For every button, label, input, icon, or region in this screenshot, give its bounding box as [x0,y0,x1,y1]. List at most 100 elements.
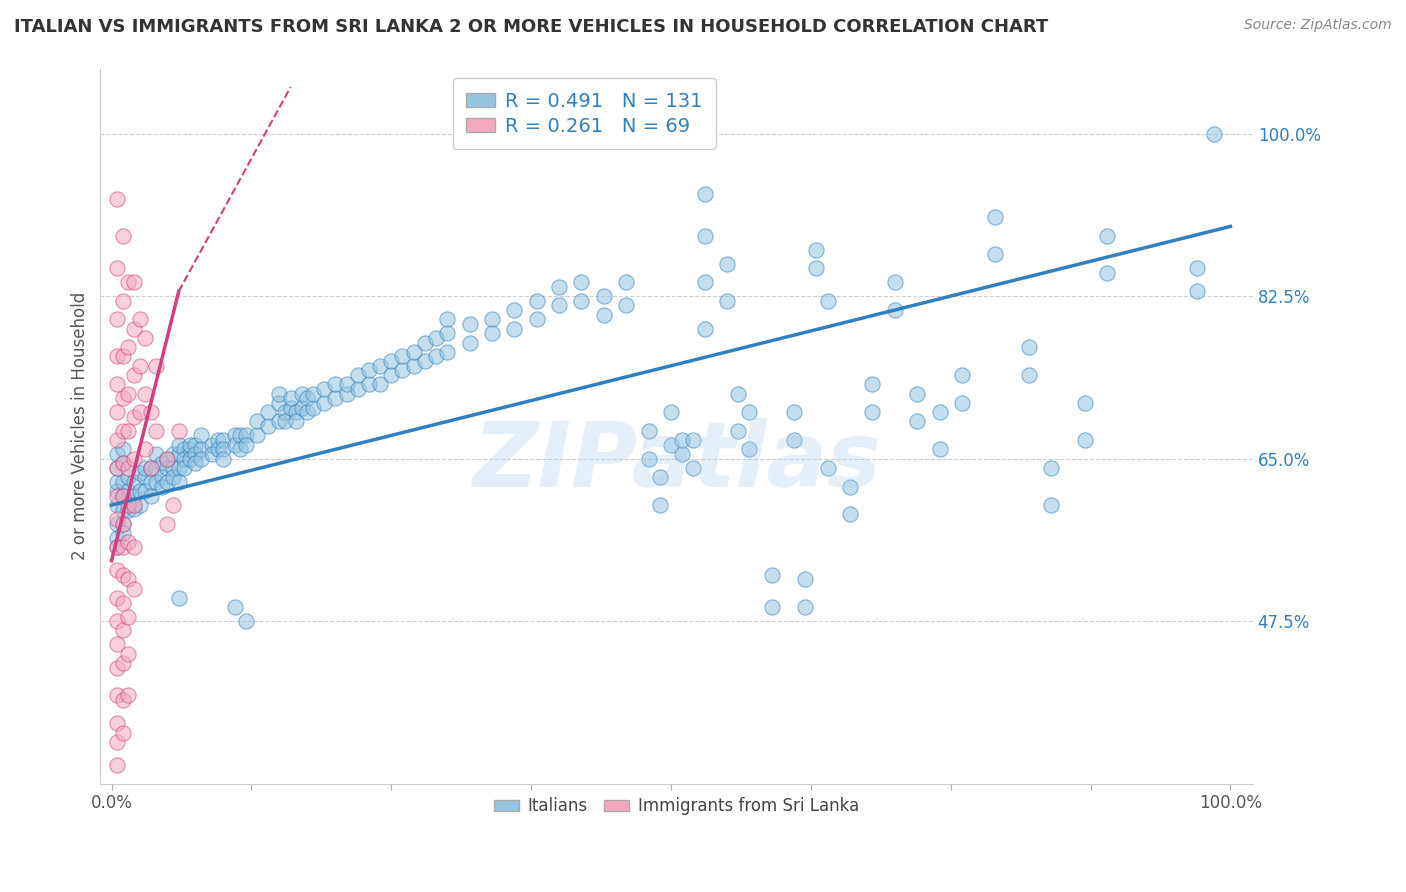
Point [592,289,614,303]
Point [285,415,308,429]
Point [380,368,402,382]
Point [458,335,481,350]
Point [122,501,145,516]
Point [111,516,134,531]
Point [190,451,212,466]
Point [592,308,614,322]
Point [436,312,458,326]
Point [105,261,128,276]
Point [139,475,162,489]
Point [905,386,928,401]
Point [105,405,128,419]
Point [207,442,229,457]
Point [806,243,828,257]
Point [280,391,302,405]
Point [257,405,280,419]
Point [280,401,302,415]
Point [184,447,207,461]
Point [122,540,145,554]
Point [950,396,973,410]
Point [526,293,548,308]
Point [806,261,828,276]
Point [291,386,314,401]
Point [402,344,425,359]
Point [905,415,928,429]
Point [145,475,167,489]
Point [134,470,156,484]
Point [269,415,291,429]
Point [425,350,447,364]
Point [302,386,325,401]
Point [105,377,128,392]
Point [571,293,593,308]
Point [481,312,503,326]
Point [458,317,481,331]
Point [783,433,806,447]
Point [285,405,308,419]
Point [105,312,128,326]
Point [105,689,128,703]
Point [167,475,190,489]
Point [145,447,167,461]
Point [111,456,134,470]
Legend: Italians, Immigrants from Sri Lanka: Italians, Immigrants from Sri Lanka [484,788,869,825]
Point [145,424,167,438]
Point [139,489,162,503]
Point [302,401,325,415]
Point [150,479,173,493]
Point [783,405,806,419]
Point [111,656,134,670]
Point [111,489,134,503]
Point [212,442,235,457]
Point [413,354,436,368]
Point [105,563,128,577]
Point [162,498,184,512]
Point [173,442,195,457]
Point [111,567,134,582]
Point [167,438,190,452]
Point [105,516,128,531]
Point [335,377,357,392]
Point [134,484,156,499]
Point [117,470,139,484]
Point [571,275,593,289]
Point [402,359,425,373]
Point [274,405,297,419]
Point [145,461,167,475]
Point [391,363,413,377]
Point [1097,266,1119,280]
Point [128,498,150,512]
Point [156,461,179,475]
Point [246,428,269,442]
Point [794,573,817,587]
Point [716,293,738,308]
Point [928,442,950,457]
Point [207,433,229,447]
Point [167,424,190,438]
Point [357,363,380,377]
Point [526,312,548,326]
Point [235,428,257,442]
Point [1018,368,1040,382]
Point [117,609,139,624]
Point [105,637,128,651]
Point [167,461,190,475]
Point [105,447,128,461]
Point [122,368,145,382]
Point [128,484,150,499]
Point [150,470,173,484]
Point [224,438,246,452]
Point [984,247,1007,261]
Point [727,424,749,438]
Point [111,350,134,364]
Point [860,377,883,392]
Point [235,438,257,452]
Point [1040,498,1063,512]
Point [503,321,526,335]
Point [738,405,761,419]
Point [117,502,139,516]
Point [134,461,156,475]
Point [111,424,134,438]
Point [105,758,128,772]
Point [269,396,291,410]
